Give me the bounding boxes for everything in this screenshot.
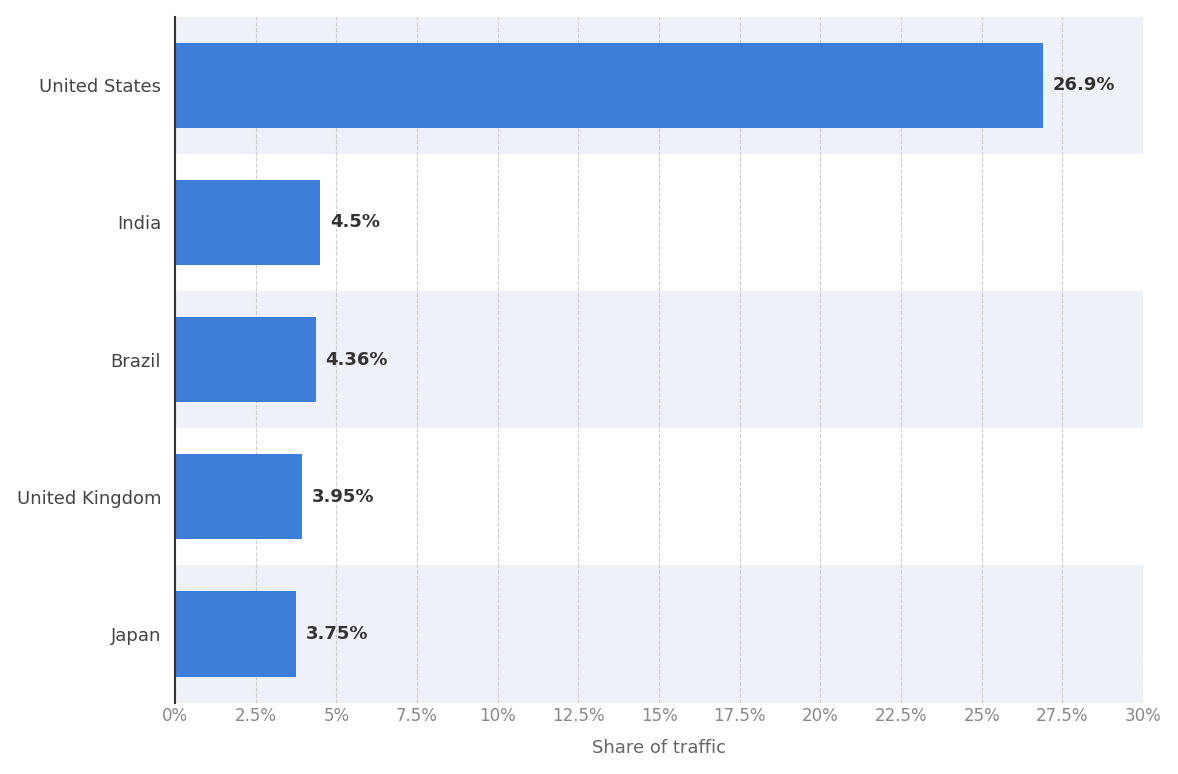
Text: 3.75%: 3.75%	[306, 625, 369, 643]
Bar	[176, 291, 1143, 428]
Bar	[176, 17, 1143, 154]
Bar	[176, 43, 1043, 128]
Bar	[176, 565, 1143, 703]
Text: 3.95%: 3.95%	[312, 488, 375, 505]
Bar	[176, 428, 1143, 565]
Bar	[176, 154, 1143, 291]
Bar	[176, 180, 320, 265]
X-axis label: Share of traffic: Share of traffic	[593, 739, 726, 757]
Bar	[176, 591, 296, 676]
Text: 4.5%: 4.5%	[330, 214, 380, 231]
Text: 4.36%: 4.36%	[325, 351, 388, 368]
Bar	[176, 454, 303, 539]
Text: 26.9%: 26.9%	[1053, 77, 1116, 94]
Bar	[176, 317, 316, 402]
